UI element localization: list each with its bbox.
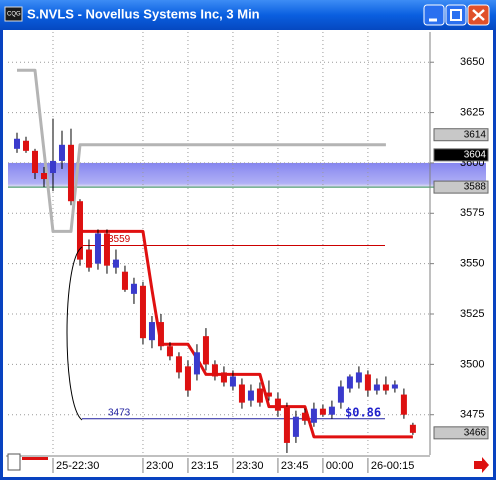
plot: 3475350035253550357536003625365025-22:30… xyxy=(8,32,489,473)
candle-body xyxy=(337,386,344,403)
candle-body xyxy=(166,346,173,357)
candle-body xyxy=(274,398,281,411)
annotation: $0.86 xyxy=(345,406,381,420)
candle-body xyxy=(130,283,137,294)
candle-body xyxy=(238,384,245,403)
step-line xyxy=(16,68,386,233)
candle-body xyxy=(49,160,56,173)
candle-body xyxy=(148,322,155,341)
maximize-button[interactable] xyxy=(445,4,467,26)
candle-body xyxy=(220,372,227,383)
candle-body xyxy=(301,412,308,421)
price-box xyxy=(433,180,489,194)
candle-body xyxy=(157,322,164,347)
price-band xyxy=(8,162,486,188)
candle-body xyxy=(310,408,317,423)
scroll-right-arrow[interactable] xyxy=(474,457,489,473)
y-tick-label: 3650 xyxy=(460,56,484,68)
y-tick-label: 3550 xyxy=(460,258,484,270)
level-label: 3473 xyxy=(108,407,131,418)
x-tick-label: 23:45 xyxy=(281,460,309,472)
y-tick-label: 3475 xyxy=(460,409,484,421)
close-glyph xyxy=(472,9,485,21)
candle-body xyxy=(382,384,389,391)
candle-body xyxy=(58,144,65,161)
app-icon xyxy=(4,6,23,22)
y-tick-label: 3625 xyxy=(460,106,484,118)
candle-body xyxy=(103,233,110,266)
candle-body xyxy=(292,416,299,437)
candle-body xyxy=(373,384,380,391)
price-box-label: 3604 xyxy=(464,150,487,161)
scroll-box[interactable] xyxy=(7,453,21,471)
app-icon-mark: CQG xyxy=(7,12,21,18)
candle-body xyxy=(355,372,362,383)
candle-body xyxy=(193,352,200,375)
candle-body xyxy=(346,376,353,389)
x-tick-label: 25-22:30 xyxy=(56,460,99,472)
candle-body xyxy=(85,249,92,268)
y-tick-label: 3500 xyxy=(460,358,484,370)
x-tick-label: 26-00:15 xyxy=(371,460,414,472)
candle-body xyxy=(121,271,128,290)
candle-body xyxy=(175,356,182,373)
candle-body xyxy=(211,364,218,377)
candle-body xyxy=(265,392,272,397)
price-box xyxy=(433,128,489,142)
candle-body xyxy=(13,138,20,149)
candle-body xyxy=(31,150,38,173)
x-tick-label: 23:00 xyxy=(146,460,174,472)
candle-body xyxy=(67,144,74,202)
price-box xyxy=(433,426,489,440)
candle-body xyxy=(328,406,335,415)
candle-body xyxy=(202,336,209,365)
y-tick-label: 3525 xyxy=(460,308,484,320)
scroll-bar xyxy=(22,457,48,460)
candle-body xyxy=(184,366,191,391)
measure-arc xyxy=(66,246,83,421)
candle-body xyxy=(76,201,83,260)
minimize-button[interactable] xyxy=(423,4,445,26)
x-tick-label: 23:30 xyxy=(236,460,264,472)
candle-body xyxy=(319,408,326,415)
level-label: 3559 xyxy=(108,234,131,245)
candle-body xyxy=(256,388,263,403)
y-tick-label: 3575 xyxy=(460,207,484,219)
x-tick-label: 00:00 xyxy=(326,460,354,472)
x-tick-label: 23:15 xyxy=(191,460,219,472)
candle-body xyxy=(229,376,236,387)
price-box-label: 3614 xyxy=(464,129,487,140)
price-box-label: 3466 xyxy=(464,427,487,438)
candle-body xyxy=(139,285,146,339)
candle-body xyxy=(247,390,254,401)
candle-body xyxy=(112,259,119,268)
candle-body xyxy=(40,173,47,180)
candle-body xyxy=(409,424,416,433)
candle-body xyxy=(22,140,29,151)
step-line xyxy=(79,229,413,439)
candle-body xyxy=(400,394,407,415)
candle-body xyxy=(94,233,101,264)
price-box xyxy=(433,148,489,162)
maximize-glyph xyxy=(450,9,462,21)
price-box-label: 3588 xyxy=(464,182,487,193)
title-bar xyxy=(0,0,496,30)
candle-body xyxy=(364,374,371,391)
window-title: S.NVLS - Novellus Systems Inc, 3 Min xyxy=(27,6,260,21)
candle-body xyxy=(391,384,398,389)
chart-area xyxy=(3,30,493,477)
candle-body xyxy=(283,406,290,443)
